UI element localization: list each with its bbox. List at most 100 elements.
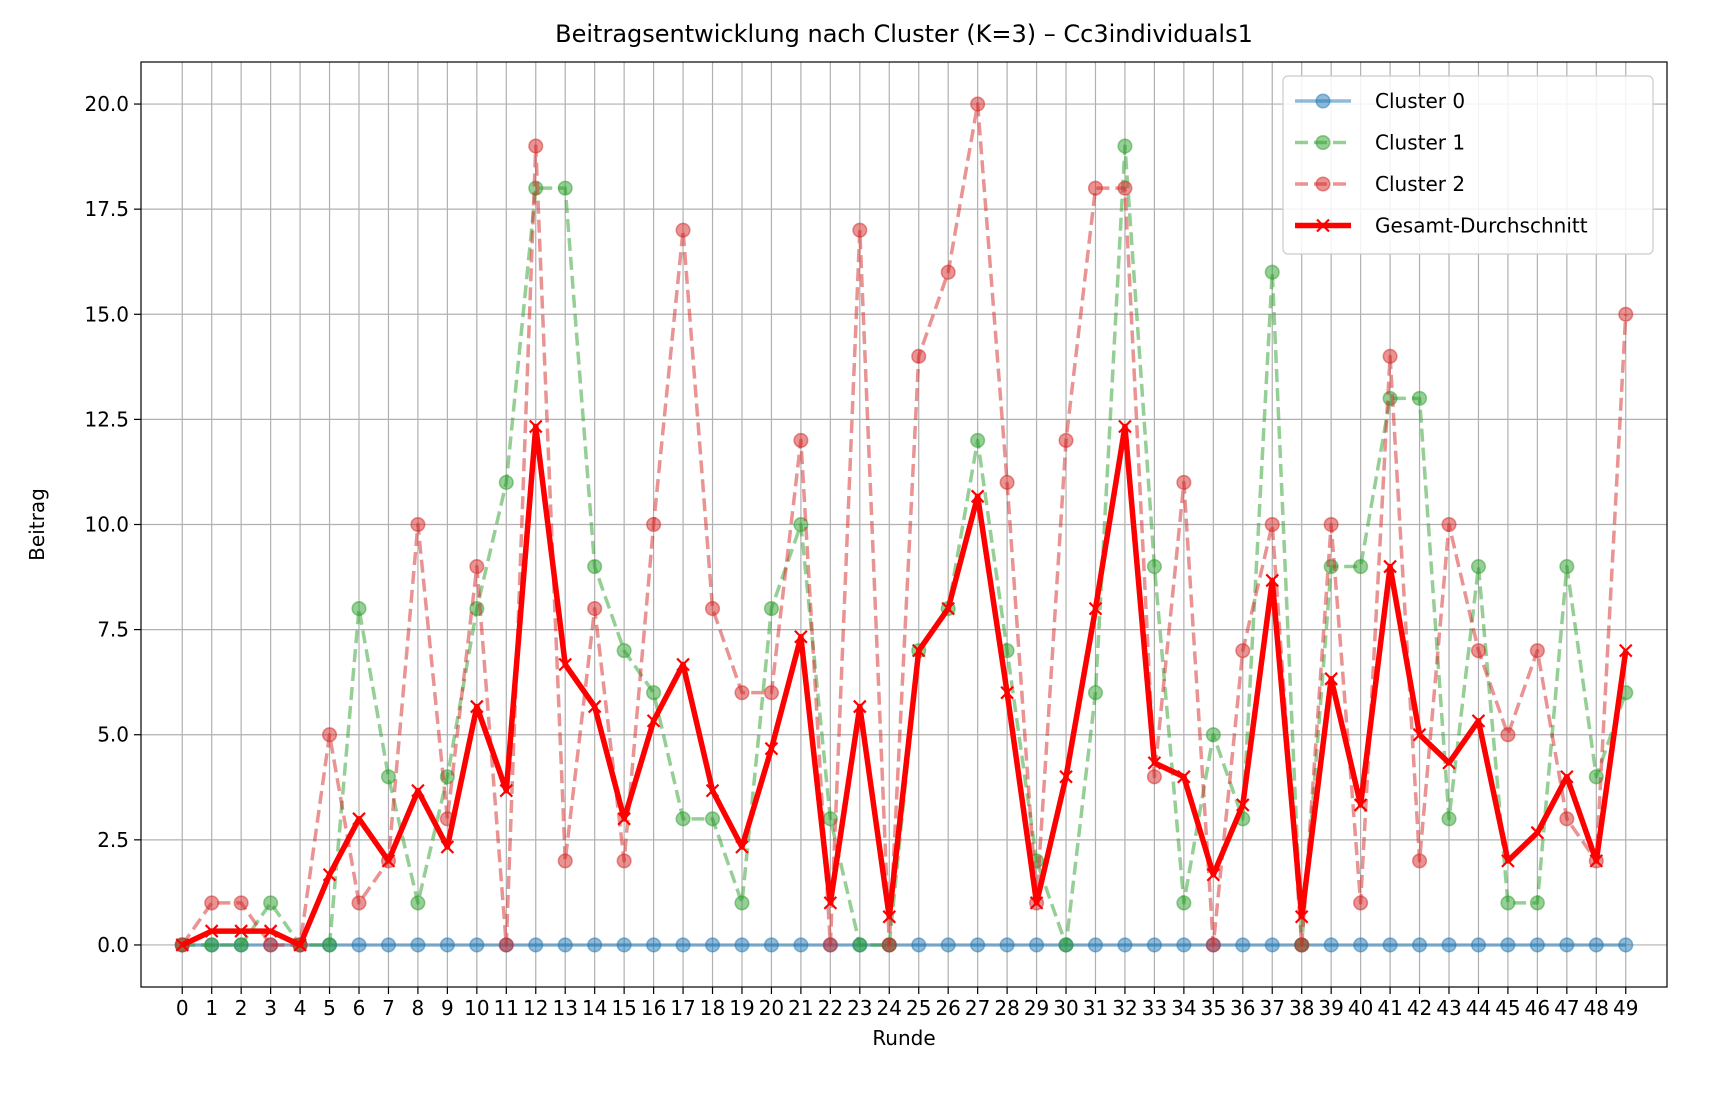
data-point-marker <box>881 937 897 953</box>
x-tick-label: 12 <box>523 996 548 1020</box>
data-point-marker <box>1500 895 1516 911</box>
data-point-marker <box>970 96 986 112</box>
x-tick-label: 36 <box>1230 996 1255 1020</box>
data-point-x-marker <box>1236 798 1250 812</box>
data-point-x-marker <box>1530 825 1545 840</box>
x-tick-label: 32 <box>1112 996 1137 1020</box>
data-point-marker <box>704 811 721 827</box>
legend-label: Gesamt-Durchschnitt <box>1375 214 1588 238</box>
legend-marker-swatch <box>1316 218 1330 233</box>
data-point-x-marker <box>1589 854 1604 868</box>
data-point-x-marker <box>764 741 779 756</box>
data-point-x-marker <box>1501 854 1515 868</box>
data-point-marker <box>1441 937 1457 953</box>
legend-item: Gesamt-Durchschnitt <box>1295 214 1588 238</box>
data-point-x-marker <box>499 783 514 798</box>
data-point-marker <box>852 937 868 953</box>
data-point-x-marker <box>646 714 661 728</box>
data-point-x-marker <box>676 657 690 672</box>
data-point-x-marker <box>1147 756 1162 770</box>
data-point-marker <box>646 937 662 953</box>
data-point-marker <box>498 474 514 491</box>
data-point-marker <box>1382 390 1398 406</box>
series-line <box>180 102 1628 947</box>
x-tick-label: 8 <box>412 996 425 1020</box>
data-point-marker <box>911 937 927 953</box>
x-tick-label: 2 <box>235 996 248 1020</box>
data-point-marker <box>321 937 338 953</box>
data-point-x-marker <box>1618 643 1633 658</box>
data-point-marker <box>498 937 514 953</box>
data-point-x-marker <box>970 489 985 504</box>
data-point-marker <box>1441 811 1457 827</box>
data-point-marker <box>940 937 956 953</box>
y-tick-label: 12.5 <box>84 407 129 431</box>
data-point-marker <box>1235 937 1251 953</box>
data-point-marker <box>1411 853 1428 869</box>
data-point-x-marker <box>322 867 337 882</box>
x-tick-label: 37 <box>1260 996 1285 1020</box>
data-point-marker <box>1117 180 1133 196</box>
data-point-marker <box>1264 937 1280 953</box>
data-point-marker <box>734 895 750 911</box>
data-point-marker <box>587 937 603 953</box>
data-point-marker <box>1353 937 1369 953</box>
x-tick-label: 3 <box>264 996 277 1020</box>
data-point-x-marker <box>823 896 838 910</box>
data-point-marker <box>999 937 1015 953</box>
x-tick-label: 4 <box>294 996 307 1020</box>
data-point-marker <box>351 937 367 953</box>
chart-title: Beitragsentwicklung nach Cluster (K=3) –… <box>555 20 1253 48</box>
x-tick-label: 21 <box>788 996 813 1020</box>
x-tick-label: 33 <box>1142 996 1167 1020</box>
data-point-marker <box>1176 474 1192 491</box>
data-point-marker <box>233 937 249 953</box>
x-tick-label: 47 <box>1554 996 1579 1020</box>
x-tick-label: 49 <box>1613 996 1638 1020</box>
data-point-marker <box>763 937 779 953</box>
data-point-x-marker <box>705 783 720 798</box>
y-tick-label: 15.0 <box>84 302 129 326</box>
data-point-marker <box>763 601 779 617</box>
data-point-marker <box>351 601 367 617</box>
data-point-x-marker <box>1118 419 1132 434</box>
x-tick-label: 31 <box>1083 996 1108 1020</box>
y-tick-label: 20.0 <box>84 92 129 116</box>
data-point-marker <box>1411 937 1428 953</box>
legend-label: Cluster 2 <box>1375 172 1465 196</box>
x-tick-label: 46 <box>1525 996 1550 1020</box>
x-tick-label: 17 <box>670 996 695 1020</box>
data-point-marker <box>1500 937 1516 953</box>
data-point-marker <box>351 895 367 911</box>
data-point-x-marker <box>882 910 897 924</box>
legend-item: Cluster 1 <box>1295 131 1465 155</box>
data-point-x-marker <box>1383 559 1397 574</box>
chart-legend: Cluster 0 Cluster 1 Cluster 2 Gesamt-Durchs… <box>1282 75 1654 255</box>
x-tick-label: 35 <box>1201 996 1226 1020</box>
data-point-x-marker <box>558 657 572 672</box>
data-point-marker <box>675 811 691 827</box>
x-tick-label: 30 <box>1053 996 1078 1020</box>
data-point-x-marker <box>735 840 749 854</box>
x-tick-label: 45 <box>1495 996 1520 1020</box>
data-point-marker <box>616 643 632 659</box>
data-point-marker <box>616 853 632 869</box>
data-point-marker <box>1146 937 1162 953</box>
data-point-x-marker <box>175 938 190 952</box>
data-point-marker <box>1382 937 1398 953</box>
data-point-marker <box>1470 558 1487 575</box>
data-point-marker <box>528 937 544 953</box>
data-point-marker <box>439 937 455 953</box>
data-point-x-marker <box>263 924 278 938</box>
data-point-marker <box>1264 516 1280 533</box>
x-tick-label: 34 <box>1171 996 1196 1020</box>
data-point-marker <box>321 727 338 743</box>
data-point-marker <box>1353 558 1369 575</box>
data-point-marker <box>1087 937 1104 953</box>
data-point-marker <box>1058 937 1074 953</box>
data-point-marker <box>1294 937 1310 953</box>
data-point-marker <box>1618 306 1634 322</box>
data-point-marker <box>1087 685 1104 701</box>
data-point-marker <box>734 685 750 701</box>
